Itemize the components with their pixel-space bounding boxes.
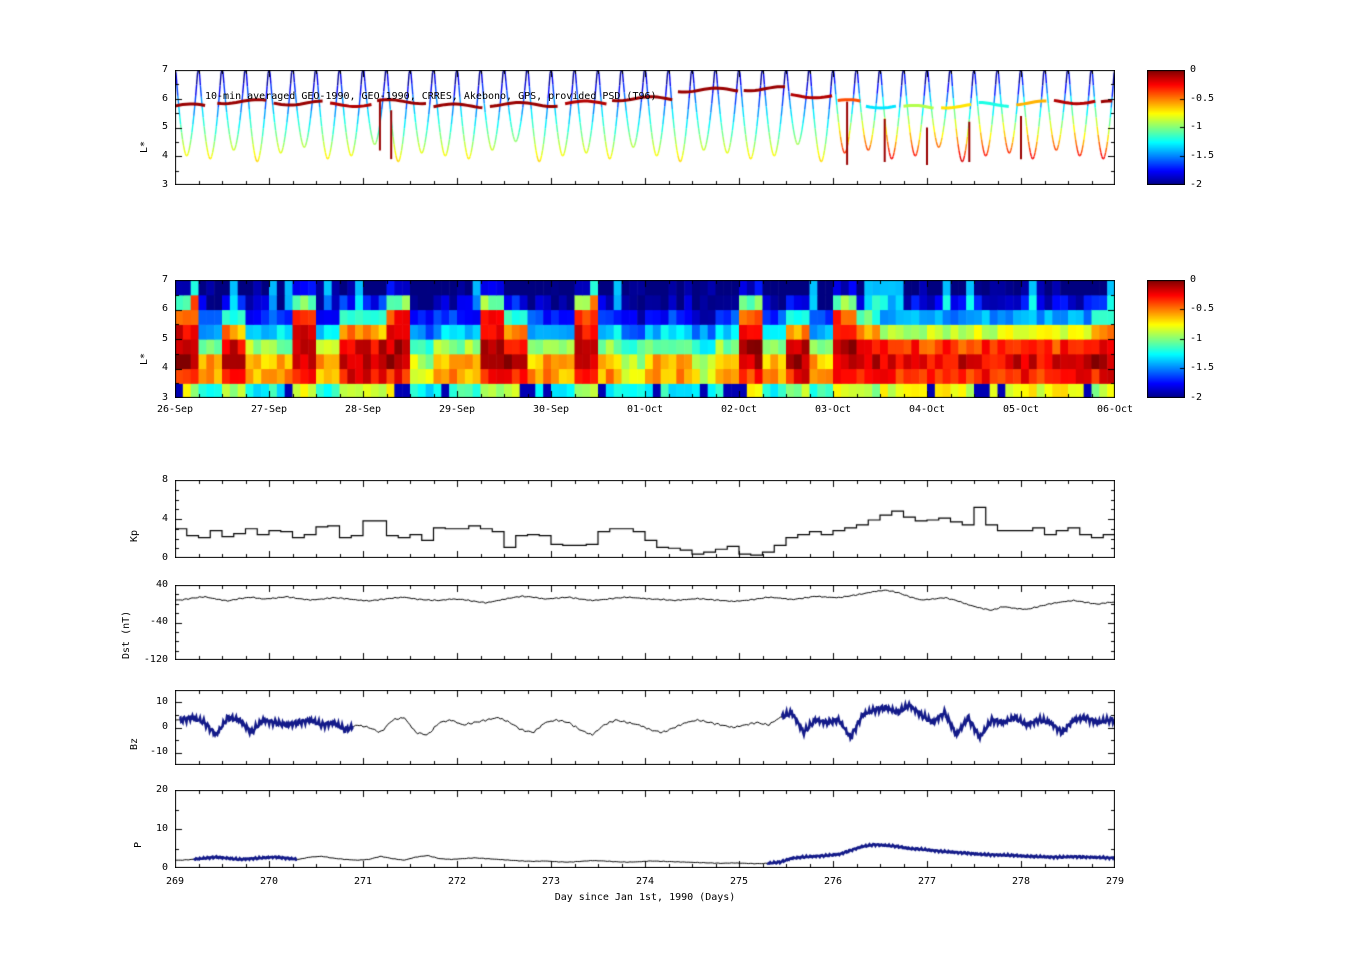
x-tick-label-day: 274 (635, 876, 655, 887)
x-tick-label-date: 03-Oct (814, 404, 852, 415)
x-tick-label-date: 02-Oct (720, 404, 758, 415)
x-tick-label-date: 27-Sep (250, 404, 288, 415)
plot-title: 10-min averaged GEO-1990, GEO-1990, CRRE… (205, 91, 657, 102)
bz-canvas (175, 690, 1115, 765)
x-tick-label-day: 270 (259, 876, 279, 887)
colorbar-bottom-canvas (1147, 280, 1185, 398)
kp-ylabel: Kp (129, 529, 140, 542)
y-tick-label: 4 (161, 362, 168, 373)
x-tick-label-date: 01-Oct (626, 404, 664, 415)
x-tick-label-day: 278 (1011, 876, 1031, 887)
y-tick-label: -120 (143, 654, 168, 665)
kp-canvas (175, 480, 1115, 558)
y-tick-label: 3 (161, 392, 168, 403)
x-tick-label-day: 276 (823, 876, 843, 887)
y-tick-label: 10 (155, 696, 168, 707)
x-tick-label-day: 279 (1105, 876, 1125, 887)
y-tick-label: 7 (161, 64, 168, 75)
y-tick-label: 0 (161, 862, 168, 873)
y-tick-label: 0 (161, 721, 168, 732)
colorbar-tick-label: -2 (1190, 392, 1203, 403)
y-tick-label: 6 (161, 93, 168, 104)
y-tick-label: 6 (161, 303, 168, 314)
x-tick-label-date: 04-Oct (908, 404, 946, 415)
x-tick-label-date: 29-Sep (438, 404, 476, 415)
colorbar-tick-label: -1.5 (1190, 150, 1215, 161)
y-tick-label: 5 (161, 121, 168, 132)
colorbar-tick-label: -1.5 (1190, 362, 1215, 373)
x-tick-label-date: 05-Oct (1002, 404, 1040, 415)
y-tick-label: 10 (155, 823, 168, 834)
x-tick-label-day: 275 (729, 876, 749, 887)
lstar-spectrogram-canvas (175, 280, 1115, 398)
colorbar-tick-label: 0 (1190, 274, 1197, 285)
x-tick-label-date: 06-Oct (1096, 404, 1134, 415)
y-tick-label: 5 (161, 333, 168, 344)
colorbar-tick-label: -2 (1190, 179, 1203, 190)
colorbar-top-canvas (1147, 70, 1185, 185)
colorbar-tick-label: -1 (1190, 333, 1203, 344)
pressure-canvas (175, 790, 1115, 868)
x-tick-label-day: 269 (165, 876, 185, 887)
y-tick-label: 4 (161, 150, 168, 161)
lstar-scatter-canvas (175, 70, 1115, 185)
x-tick-label-day: 277 (917, 876, 937, 887)
x-tick-label-date: 26-Sep (156, 404, 194, 415)
y-tick-label: 8 (161, 474, 168, 485)
x-tick-label-date: 30-Sep (532, 404, 570, 415)
y-tick-label: 20 (155, 784, 168, 795)
y-tick-label: 0 (161, 552, 168, 563)
colorbar-tick-label: -1 (1190, 121, 1203, 132)
y-tick-label: -10 (149, 746, 168, 757)
x-tick-label-day: 272 (447, 876, 467, 887)
dst-canvas (175, 585, 1115, 660)
y-tick-label: 3 (161, 179, 168, 190)
p-ylabel: P (133, 841, 144, 848)
x-tick-label-day: 273 (541, 876, 561, 887)
colorbar-tick-label: 0 (1190, 64, 1197, 75)
colorbar-tick-label: -0.5 (1190, 93, 1215, 104)
y-tick-label: 7 (161, 274, 168, 285)
y-tick-label: 4 (161, 513, 168, 524)
x-tick-label-date: 28-Sep (344, 404, 382, 415)
y-tick-label: 40 (155, 579, 168, 590)
colorbar-tick-label: -0.5 (1190, 303, 1215, 314)
x-axis-title: Day since Jan 1st, 1990 (Days) (554, 892, 736, 903)
x-tick-label-day: 271 (353, 876, 373, 887)
y-tick-label: -40 (149, 616, 168, 627)
